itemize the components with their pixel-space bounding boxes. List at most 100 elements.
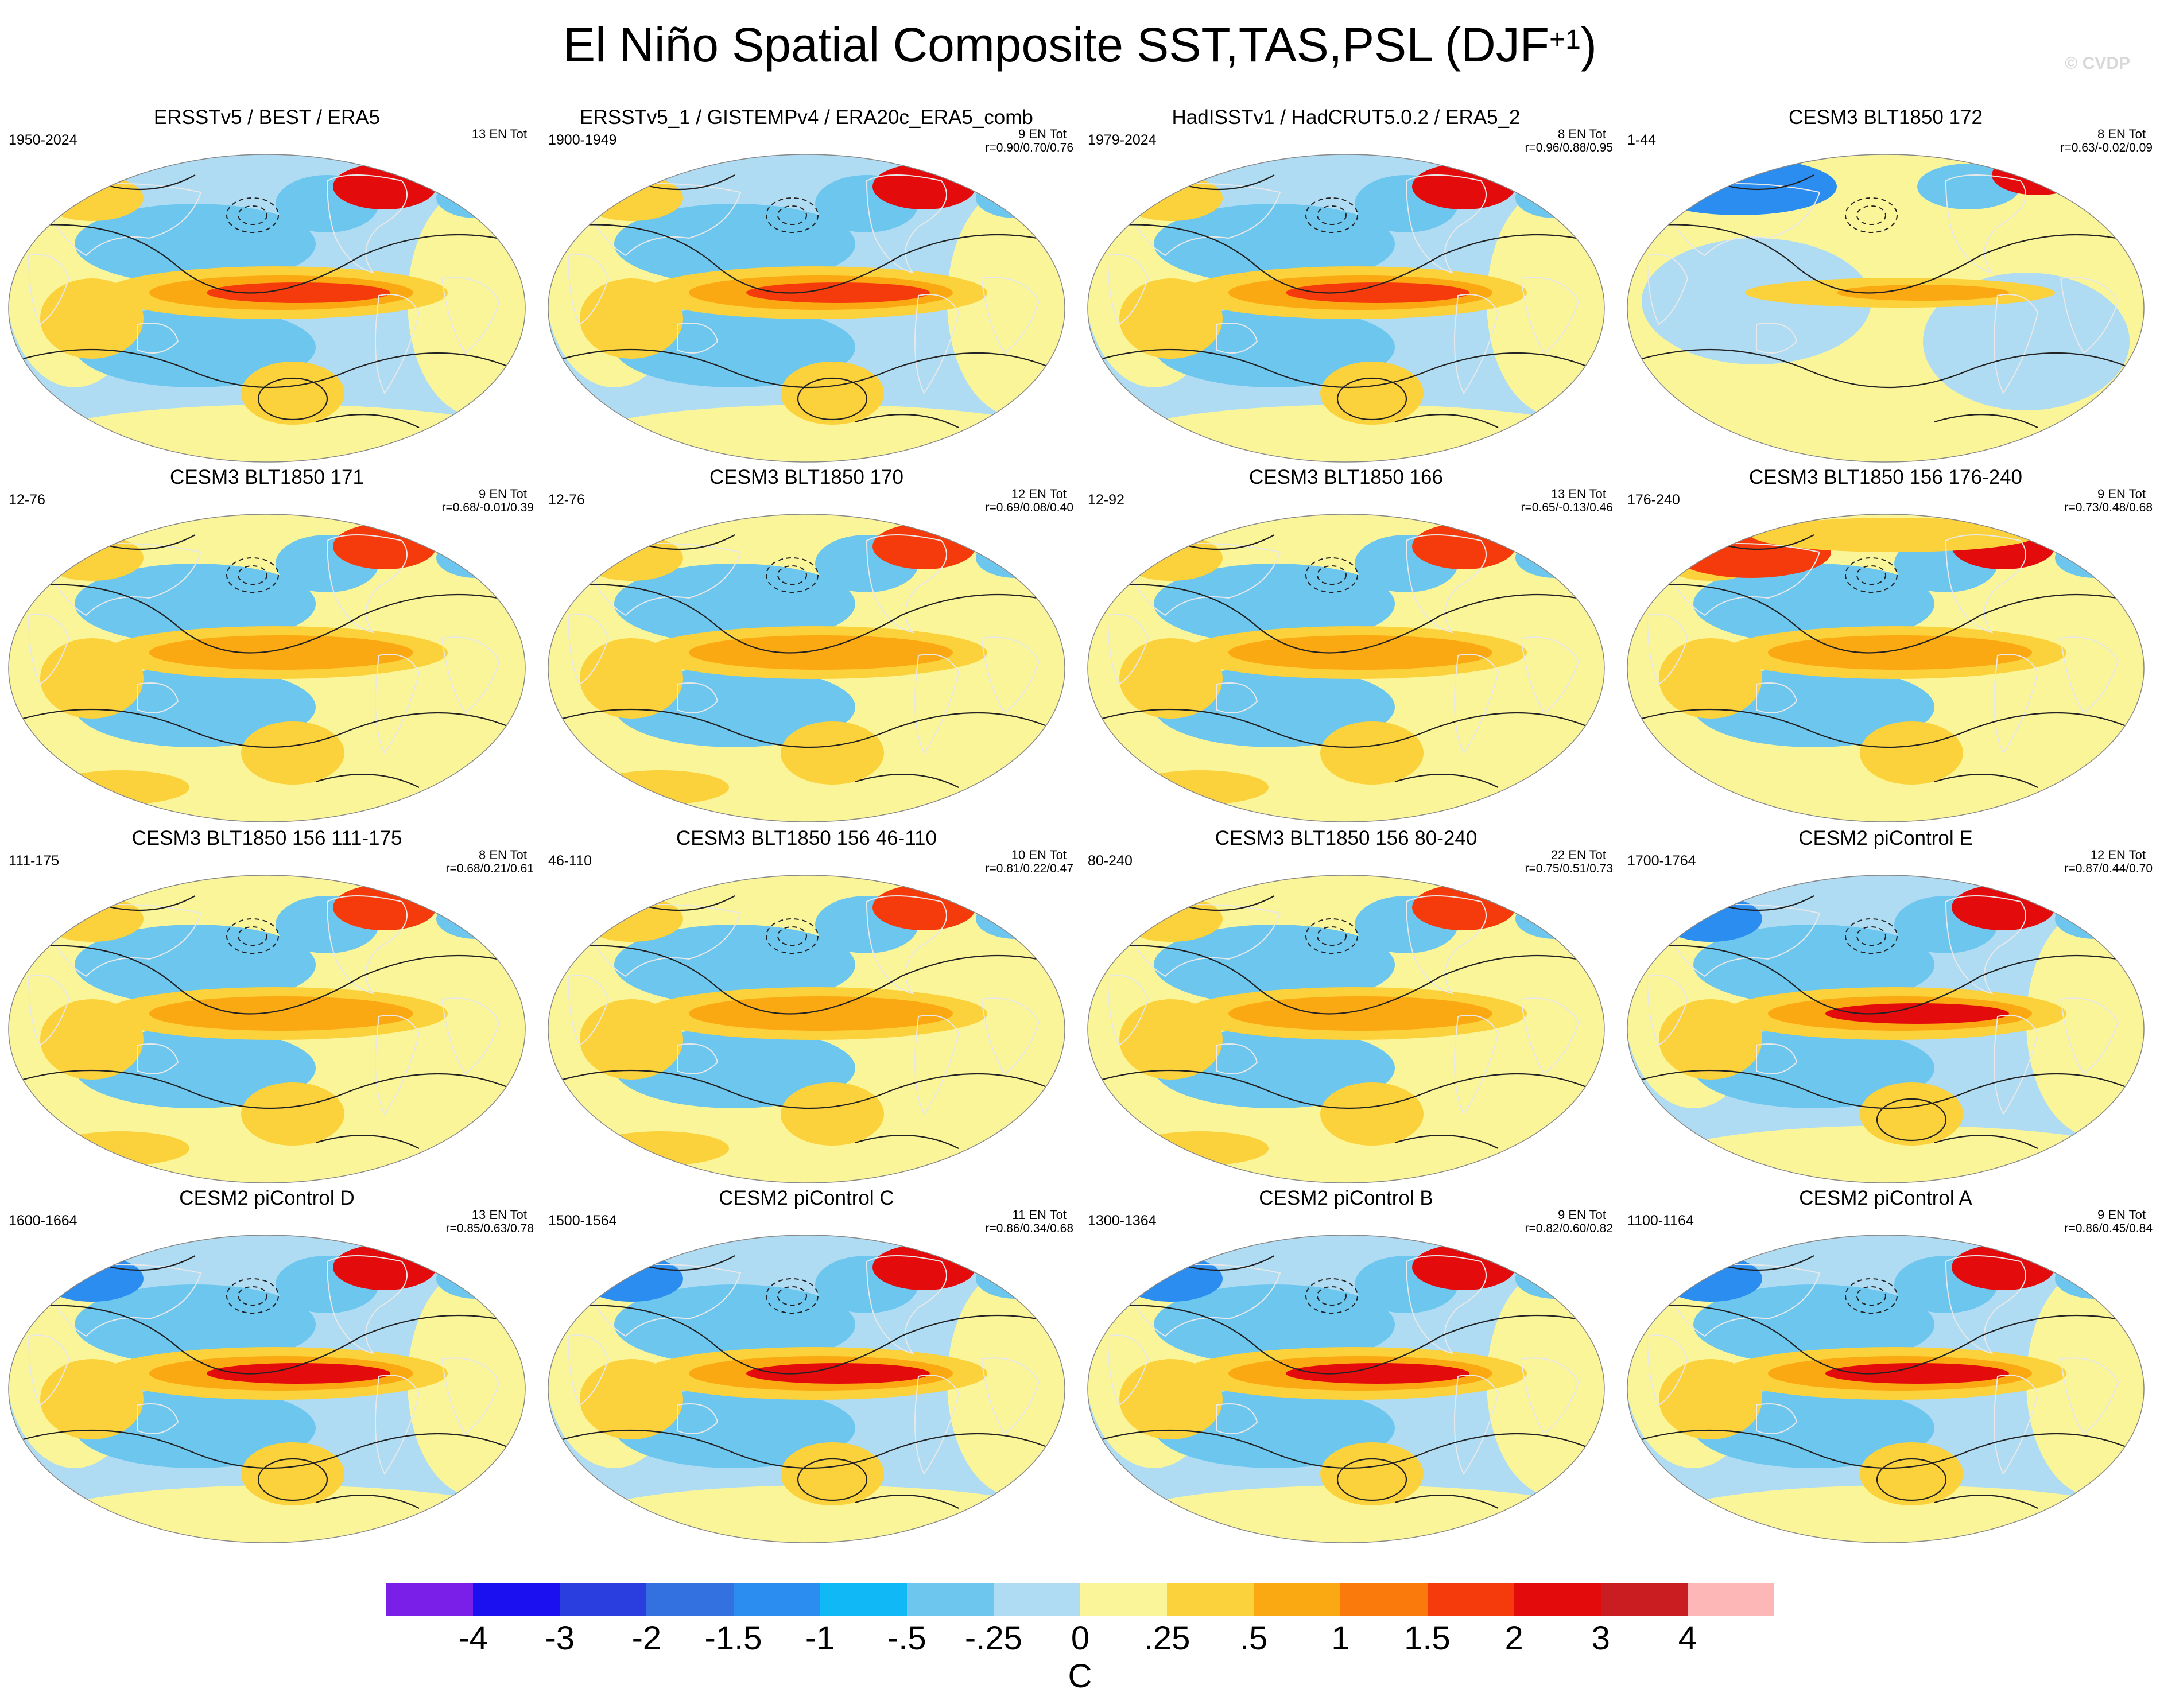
map-panel: CESM3 BLT1850 156 80-240 80-240 22 EN Tot r… [1079, 827, 1613, 1186]
sst-warm-patch [781, 1442, 884, 1505]
coastline [1756, 323, 1798, 354]
psl-low-contour [766, 557, 819, 593]
panel-years: 1900-1949 [548, 132, 617, 148]
sst-warm-patch [1320, 1442, 1424, 1505]
tas-patch [580, 175, 683, 221]
coastline [1118, 543, 1281, 616]
map-panel: ERSSTv5 / BEST / ERA5 1950-2024 13 EN Tot [0, 106, 534, 465]
tas-cold-patch [436, 538, 517, 578]
panel-years: 80-240 [1088, 853, 1133, 869]
psl-contour [1394, 414, 1499, 428]
psl-contour [315, 1495, 420, 1509]
robinson-map [1627, 875, 2145, 1183]
robinson-map [1087, 514, 1605, 822]
coastline [677, 1403, 719, 1434]
sst-warm-patch [1131, 770, 1269, 805]
sst-cool-patch [1693, 925, 1934, 1005]
psl-high-contour [257, 1458, 328, 1501]
coastline [579, 183, 742, 257]
colorbar-swatch [733, 1583, 820, 1616]
coastline [39, 904, 202, 977]
coastline [326, 174, 408, 274]
coastline [137, 1043, 179, 1074]
map-panel: CESM2 piControl D 1600-1664 13 EN Tot r=0.8… [0, 1187, 534, 1546]
robinson-map [548, 514, 1065, 822]
coastline [1216, 1043, 1258, 1074]
panel-correlation: r=0.68/0.21/0.61 [445, 862, 534, 875]
psl-low-contour [1845, 918, 1898, 954]
panel-event-count: 11 EN Tot [1012, 1208, 1067, 1222]
tas-warm-patch [1412, 884, 1515, 930]
map-panel: HadISSTv1 / HadCRUT5.0.2 / ERA5_2 1979-20… [1079, 106, 1613, 465]
colorbar-tick-label: 4 [1678, 1620, 1697, 1657]
tas-warm-patch [1412, 1244, 1515, 1290]
coastline [677, 323, 719, 354]
tas-warm-patch [1412, 523, 1515, 569]
sst-cool-patch [1154, 1284, 1395, 1365]
colorbar-tick-label: 2 [1504, 1620, 1523, 1657]
tas-warm-patch [333, 1244, 436, 1290]
coastline [28, 254, 70, 325]
coastline [1994, 1375, 2039, 1475]
coastline [375, 294, 420, 394]
sst-cool-patch [75, 204, 316, 284]
sst-cool-patch [1154, 925, 1395, 1005]
psl-contour [556, 584, 1062, 654]
psl-contour [1102, 348, 1596, 389]
coastline [980, 277, 1040, 354]
coastline [1107, 975, 1149, 1046]
tas-cold-patch [976, 1259, 1056, 1299]
coastline [579, 1264, 742, 1337]
psl-contour [1096, 224, 1602, 294]
robinson-map [548, 154, 1065, 463]
panel-event-count: 9 EN Tot [2097, 487, 2146, 501]
tas-cold-patch [2055, 899, 2135, 939]
sst-cool-patch [1693, 1284, 1934, 1365]
coastline [1118, 183, 1281, 257]
sst-warm-patch [241, 721, 344, 785]
sst-cool-patch [1154, 564, 1395, 644]
psl-low-contour [238, 926, 267, 946]
sst-warm-patch [781, 362, 884, 425]
panel-years: 12-92 [1088, 492, 1124, 508]
psl-contour [1096, 584, 1602, 654]
sst-warm-patch [1860, 1442, 1963, 1505]
psl-low-contour [226, 918, 279, 954]
psl-contour [17, 584, 523, 654]
colorbar-swatch [1427, 1583, 1514, 1616]
psl-contour [855, 774, 959, 788]
tas-patch [1119, 175, 1223, 221]
psl-contour [562, 348, 1057, 389]
panel-event-count: 13 EN Tot [471, 1208, 527, 1222]
map-panel: CESM2 piControl C 1500-1564 11 EN Tot r=0.8… [540, 1187, 1073, 1546]
sst-cool-patch [75, 1284, 316, 1365]
tas-cold-patch [1515, 899, 1596, 939]
panel-years: 12-76 [548, 492, 585, 508]
coastline [137, 682, 179, 713]
map-panel: CESM2 piControl E 1700-1764 12 EN Tot r=0.8… [1619, 827, 2153, 1186]
psl-low-contour [1856, 565, 1886, 585]
map-outline [548, 154, 1065, 463]
panel-correlation: r=0.90/0.70/0.76 [985, 141, 1073, 154]
colorbar [386, 1583, 1774, 1616]
tas-cold-patch [1515, 538, 1596, 578]
colorbar-swatch [1080, 1583, 1168, 1616]
coastline [1658, 183, 1821, 257]
nino-warm-core [1286, 282, 1469, 303]
colorbar-swatch [1254, 1583, 1341, 1616]
colorbar-tick-label: .5 [1240, 1620, 1268, 1657]
panel-title: CESM2 piControl B [1259, 1187, 1433, 1209]
map-outline [1627, 514, 2145, 822]
nino-warm-core [207, 642, 390, 663]
sst-warm-patch [52, 770, 189, 805]
psl-contour [1934, 414, 2038, 428]
coastline [326, 895, 408, 995]
coastline [1107, 614, 1149, 685]
robinson-map [8, 1235, 526, 1543]
robinson-map [8, 875, 526, 1183]
coastline [567, 1334, 610, 1406]
psl-low-contour [1317, 565, 1347, 585]
coastline [1454, 654, 1499, 754]
panel-title: CESM2 piControl A [1799, 1187, 1972, 1209]
coastline [1945, 895, 2026, 995]
